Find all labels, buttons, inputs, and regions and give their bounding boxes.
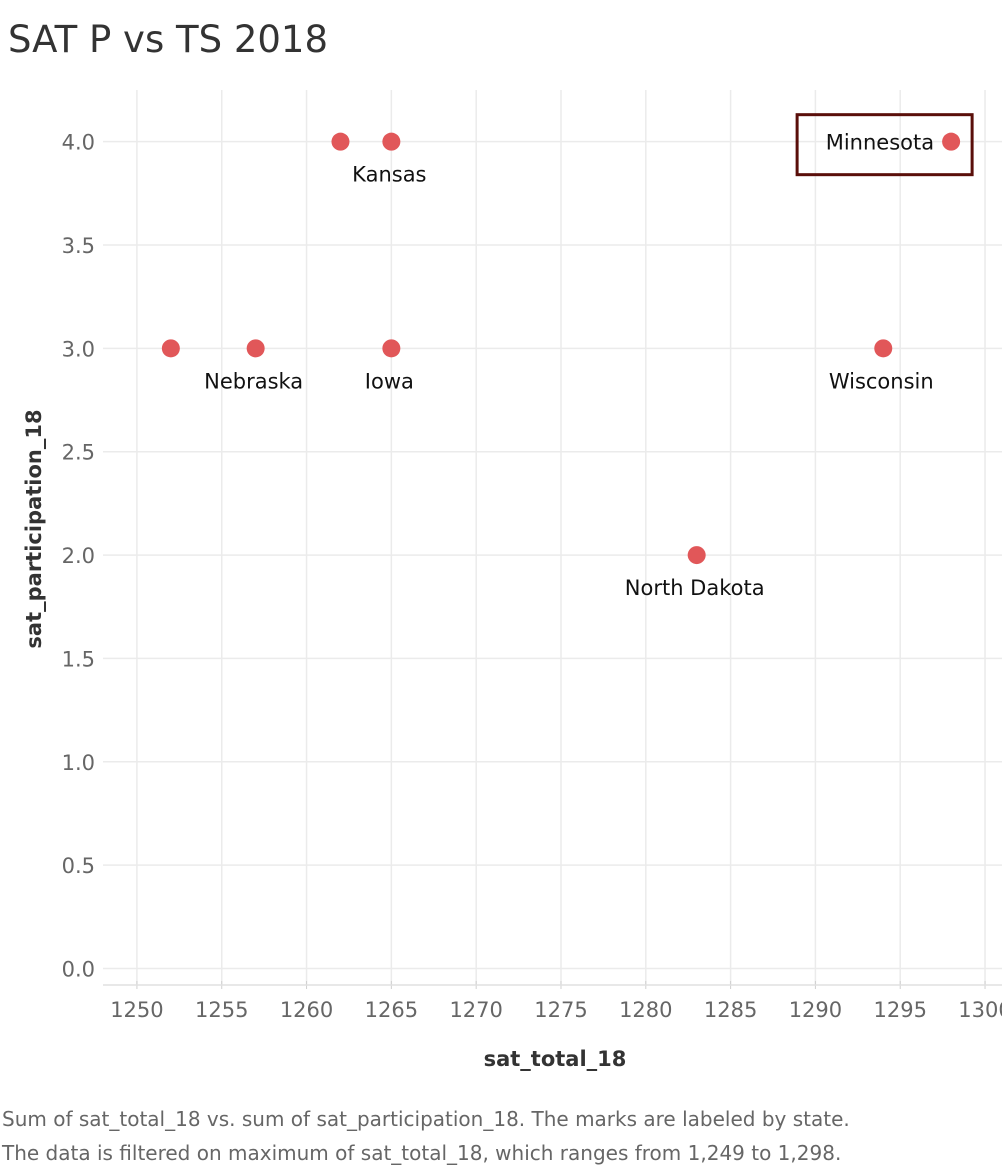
y-tick-label: 1.0 — [62, 751, 95, 775]
data-point — [942, 132, 961, 151]
y-tick-label: 2.5 — [62, 441, 95, 465]
chart-caption-line-2: The data is filtered on maximum of sat_t… — [2, 1141, 842, 1165]
data-point — [331, 132, 350, 151]
x-tick-label: 1285 — [704, 998, 757, 1022]
grid-lines — [103, 90, 1002, 985]
y-tick-label: 1.5 — [62, 647, 95, 671]
y-tick-label: 4.0 — [62, 131, 95, 155]
x-tick-label: 1275 — [534, 998, 587, 1022]
x-tick-label: 1260 — [280, 998, 333, 1022]
data-label: Nebraska — [204, 369, 303, 393]
y-axis-title: sat_participation_18 — [22, 409, 46, 648]
x-tick-label: 1290 — [789, 998, 842, 1022]
x-tick-label: 1255 — [195, 998, 248, 1022]
data-label: Iowa — [365, 369, 414, 393]
point-labels: Nebraska Kansas Iowa North Dakota Wisconsin M… — [204, 131, 934, 600]
data-point — [874, 339, 893, 358]
x-tick-label: 1250 — [110, 998, 163, 1022]
chart-caption-line-1: Sum of sat_total_18 vs. sum of sat_parti… — [2, 1107, 850, 1131]
data-label: Kansas — [352, 163, 426, 187]
x-tick-label: 1270 — [449, 998, 502, 1022]
y-tick-label: 2.0 — [62, 544, 95, 568]
x-tick-label: 1295 — [873, 998, 926, 1022]
data-label: North Dakota — [625, 576, 765, 600]
axes: 1250 1255 1260 1265 1270 1275 1280 1285 1290 1295… — [62, 131, 1002, 1022]
y-tick-label: 0.0 — [62, 957, 95, 981]
data-point — [382, 132, 401, 151]
data-label: Minnesota — [826, 131, 934, 155]
x-tick-label: 1265 — [365, 998, 418, 1022]
highlight-box — [795, 113, 974, 177]
data-point — [161, 339, 180, 358]
data-points — [161, 113, 974, 565]
y-tick-label: 0.5 — [62, 854, 95, 878]
data-label: Wisconsin — [829, 369, 934, 393]
chart-title: SAT P vs TS 2018 — [8, 18, 328, 61]
y-tick-label: 3.0 — [62, 337, 95, 361]
data-point — [382, 339, 401, 358]
x-axis-title: sat_total_18 — [484, 1047, 627, 1071]
data-point — [246, 339, 265, 358]
x-tick-label: 1280 — [619, 998, 672, 1022]
y-tick-label: 3.5 — [62, 234, 95, 258]
scatter-chart: 1250 1255 1260 1265 1270 1275 1280 1285 1290 1295… — [22, 90, 1002, 1071]
data-point — [687, 546, 706, 565]
